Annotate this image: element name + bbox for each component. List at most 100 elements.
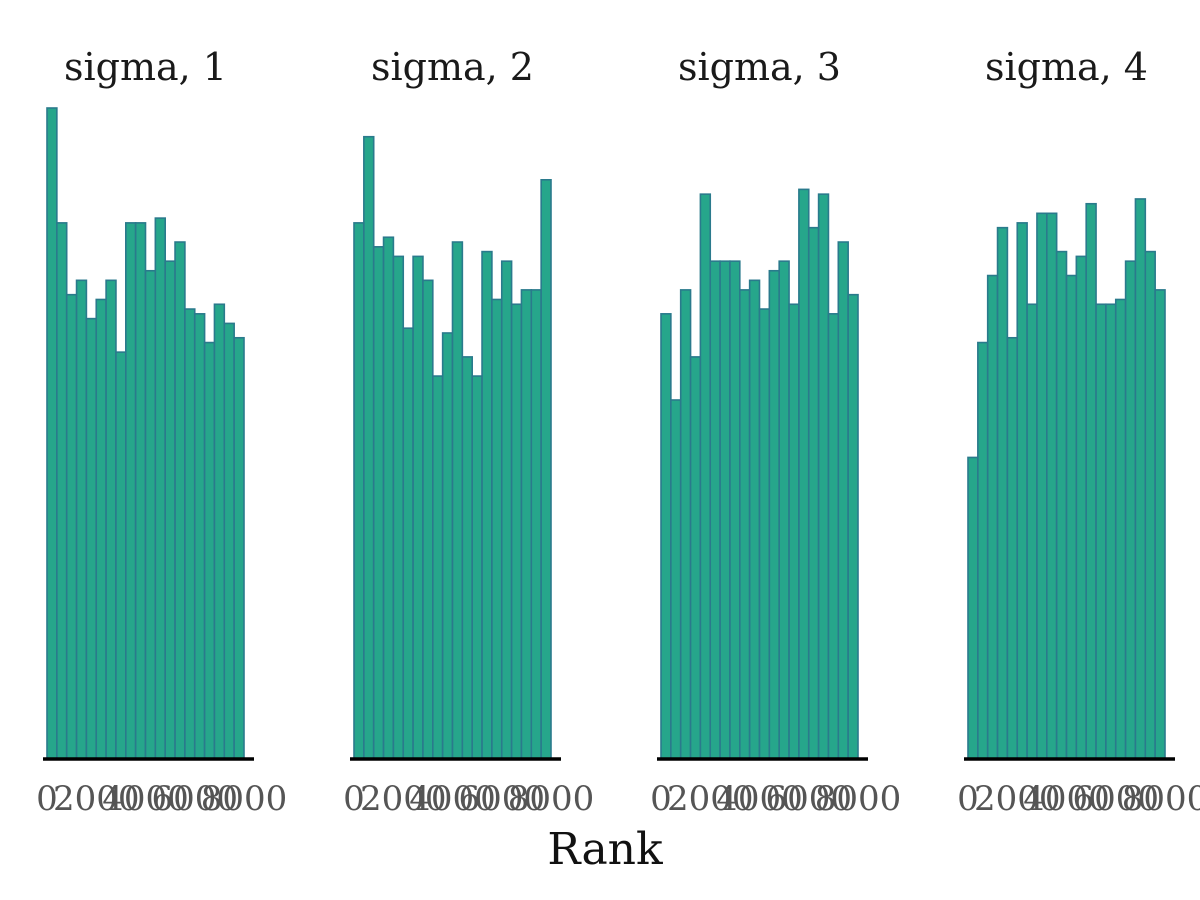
histogram-bar bbox=[1036, 212, 1048, 760]
x-tick-label: 6000 bbox=[151, 779, 238, 819]
histogram-bar bbox=[1114, 298, 1127, 760]
histogram-bar bbox=[807, 226, 820, 760]
histogram-bar bbox=[977, 341, 989, 760]
histogram-bar bbox=[847, 293, 859, 760]
x-tick-label: 4000 bbox=[1023, 779, 1110, 819]
histogram-bar bbox=[154, 217, 167, 760]
histogram-bar bbox=[144, 269, 157, 760]
histogram-bar bbox=[392, 255, 405, 760]
histogram-bar bbox=[471, 375, 483, 760]
histogram-bar bbox=[996, 226, 1009, 760]
histogram-bar bbox=[125, 222, 137, 760]
histogram-bar bbox=[1144, 250, 1156, 760]
histogram-bar bbox=[372, 246, 385, 760]
histogram-bar bbox=[233, 336, 245, 760]
x-tick-label: 8000 bbox=[201, 779, 288, 819]
x-tick-label: 2000 bbox=[974, 779, 1061, 819]
histogram-bar bbox=[520, 289, 533, 760]
histogram-bar bbox=[837, 241, 849, 760]
histogram-bar bbox=[203, 341, 216, 760]
histogram-bar bbox=[461, 356, 474, 760]
x-tick-label: 0 bbox=[36, 779, 58, 819]
histogram-bar bbox=[699, 193, 712, 760]
histogram-bar bbox=[660, 313, 672, 760]
histogram-bar bbox=[1026, 303, 1038, 760]
x-tick-label: 2000 bbox=[360, 779, 447, 819]
x-axis-title: Rank bbox=[547, 824, 663, 875]
x-tick-label: 8000 bbox=[1122, 779, 1200, 819]
histogram-bar bbox=[967, 456, 979, 760]
histogram-bar bbox=[827, 313, 840, 760]
x-tick-label: 0 bbox=[650, 779, 672, 819]
histogram-bar bbox=[530, 289, 542, 760]
histogram-bar bbox=[46, 107, 58, 760]
x-tick-label: 6000 bbox=[765, 779, 852, 819]
histogram-bar bbox=[65, 293, 78, 760]
x-tick-label: 0 bbox=[343, 779, 365, 819]
histogram-bar bbox=[729, 260, 741, 760]
histogram-bar bbox=[193, 313, 206, 760]
histogram-bar bbox=[679, 289, 692, 760]
histogram-bar bbox=[986, 274, 999, 760]
histogram-bar bbox=[1105, 303, 1117, 760]
x-tick-label: 4000 bbox=[409, 779, 496, 819]
histogram-bar bbox=[738, 289, 751, 760]
histogram-bar bbox=[451, 241, 464, 760]
x-tick-label: 4000 bbox=[102, 779, 189, 819]
x-tick-label: 8000 bbox=[508, 779, 595, 819]
histogram-bar bbox=[719, 260, 731, 760]
x-tick-label: 6000 bbox=[458, 779, 545, 819]
histogram-bar bbox=[1075, 255, 1087, 760]
histogram-bar bbox=[798, 188, 810, 760]
panel-title: sigma, 4 bbox=[985, 45, 1148, 89]
histogram-bar bbox=[758, 308, 771, 760]
histogram-bar bbox=[1006, 336, 1019, 760]
histogram-bar bbox=[1046, 212, 1058, 760]
histogram-bar bbox=[491, 298, 503, 760]
histogram-bar bbox=[670, 399, 682, 760]
histogram-bar bbox=[95, 298, 107, 760]
histogram-bar bbox=[85, 317, 98, 760]
histogram-bar bbox=[174, 241, 186, 760]
panel-title: sigma, 2 bbox=[371, 45, 534, 89]
histogram-bar bbox=[748, 279, 761, 760]
histogram-bar bbox=[422, 279, 434, 760]
histogram-bar bbox=[164, 260, 176, 760]
histogram-bar bbox=[689, 356, 702, 760]
histogram-bar bbox=[778, 260, 790, 760]
histogram-bar bbox=[788, 303, 800, 760]
panel-title: sigma, 3 bbox=[678, 45, 841, 89]
histogram-bar bbox=[105, 279, 117, 760]
histogram-bar bbox=[1154, 289, 1166, 760]
histogram-bar bbox=[1085, 202, 1097, 760]
histogram-bar bbox=[1065, 274, 1078, 760]
histogram-bar bbox=[402, 327, 414, 760]
histogram-bar bbox=[1016, 222, 1028, 760]
histogram-bar bbox=[353, 222, 365, 760]
histogram-bar bbox=[412, 255, 424, 760]
histogram-bar bbox=[382, 236, 395, 760]
x-tick-label: 8000 bbox=[815, 779, 902, 819]
histogram-bar bbox=[540, 179, 552, 760]
x-tick-label: 6000 bbox=[1072, 779, 1159, 819]
histogram-bar bbox=[1124, 260, 1137, 760]
histogram-bar bbox=[75, 279, 88, 760]
histogram-bar bbox=[817, 193, 830, 760]
histogram-bar bbox=[431, 375, 444, 760]
histogram-bar bbox=[1095, 303, 1107, 760]
histogram-bar bbox=[1134, 198, 1147, 760]
x-tick-label: 0 bbox=[957, 779, 979, 819]
histogram-bar bbox=[709, 260, 721, 760]
histogram-bar bbox=[223, 322, 235, 760]
histogram-bar bbox=[363, 135, 375, 760]
x-tick-label: 4000 bbox=[716, 779, 803, 819]
histogram-bar bbox=[115, 351, 127, 760]
histogram-bar bbox=[56, 222, 68, 760]
histogram-bar bbox=[481, 250, 493, 760]
histogram-bar bbox=[1055, 250, 1068, 760]
